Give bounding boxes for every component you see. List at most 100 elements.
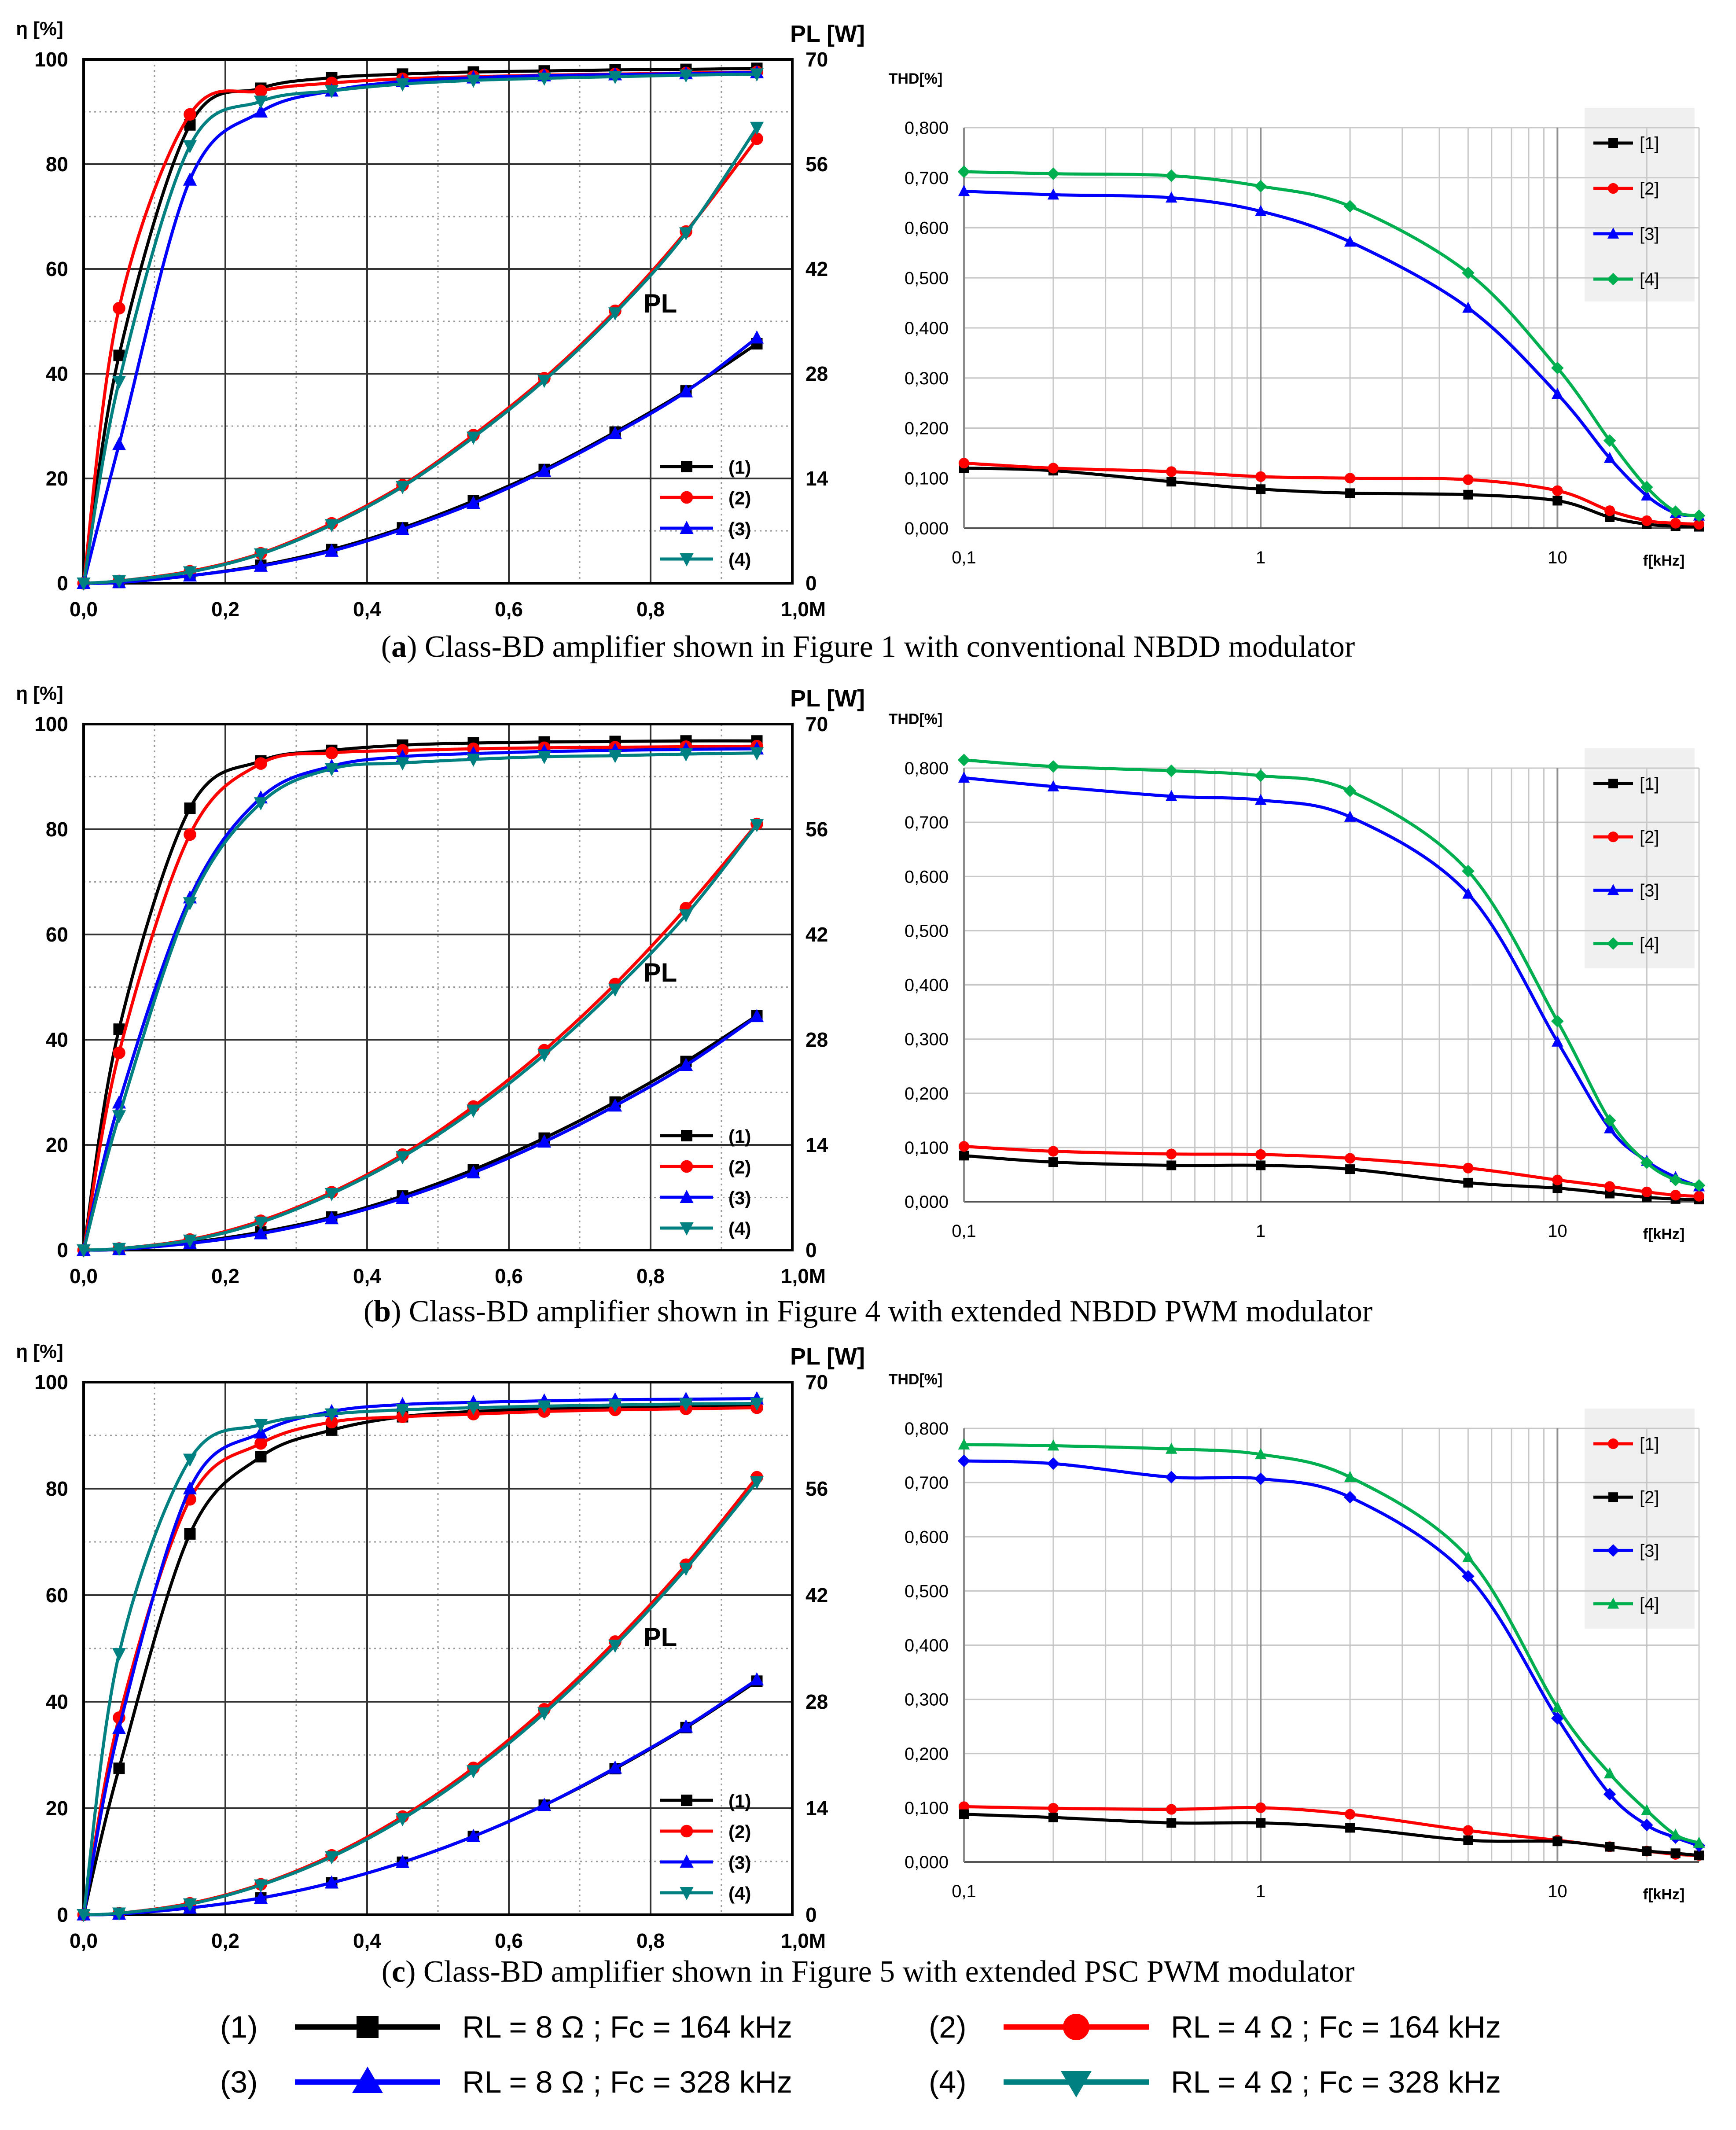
data-point — [184, 108, 196, 121]
y2-tick-label: 70 — [805, 713, 828, 736]
data-point — [254, 797, 268, 811]
y-tick-label: 0,700 — [905, 169, 949, 188]
data-point — [1048, 463, 1059, 474]
data-point — [679, 69, 693, 83]
data-point — [750, 1672, 764, 1685]
data-point — [254, 559, 268, 572]
y-tick-label: 80 — [46, 1477, 68, 1500]
data-point — [959, 1151, 969, 1161]
data-point — [608, 1640, 622, 1653]
data-point — [1047, 760, 1060, 773]
y-tick-label: 0,200 — [905, 1744, 949, 1764]
data-point — [254, 104, 268, 118]
y-tick-label: 0,300 — [905, 1690, 949, 1710]
data-point — [958, 185, 970, 196]
y-tick-label: 0,500 — [905, 1582, 949, 1601]
data-point — [1345, 1164, 1355, 1174]
x-tick-label: 1 — [1256, 548, 1265, 567]
data-point — [1607, 1438, 1619, 1449]
data-point — [1552, 1174, 1563, 1185]
data-point — [1255, 471, 1266, 482]
y2-axis-label: PL [W] — [790, 1343, 865, 1370]
y-tick-label: 100 — [34, 1371, 68, 1394]
data-point — [1166, 1818, 1177, 1828]
series-line — [83, 1678, 758, 1917]
series-line — [82, 747, 757, 1251]
bottom-legend-3: (3) RL = 8 Ω ; Fc = 328 kHz — [220, 2065, 793, 2099]
series-line — [964, 170, 1699, 518]
legend-label: (4) — [728, 549, 751, 570]
y2-tick-label: 28 — [805, 1028, 828, 1051]
data-point — [1048, 1157, 1058, 1167]
y2-tick-label: 14 — [805, 1797, 828, 1820]
data-point — [324, 1851, 339, 1865]
data-point — [466, 74, 481, 88]
x-axis-label: f[kHz] — [1643, 552, 1685, 569]
data-point — [1254, 1472, 1267, 1485]
data-point — [750, 747, 764, 761]
y2-tick-label: 70 — [805, 48, 828, 71]
data-point — [958, 1438, 970, 1449]
data-point — [1166, 191, 1177, 203]
data-point — [1462, 887, 1474, 899]
y2-tick-label: 56 — [805, 153, 828, 176]
data-point — [183, 897, 197, 911]
data-point — [537, 1134, 552, 1148]
data-point — [255, 1451, 267, 1463]
data-point — [1344, 810, 1356, 822]
data-point — [1254, 205, 1267, 216]
data-point — [1640, 1156, 1653, 1169]
data-point — [184, 802, 196, 814]
y-tick-label: 0,800 — [905, 118, 949, 138]
data-point — [1608, 138, 1618, 148]
x-tick-label: 0,8 — [636, 598, 665, 621]
series-line — [83, 823, 758, 1252]
x-tick-label: 0,2 — [211, 1265, 239, 1288]
data-point — [1254, 794, 1267, 805]
y-tick-label: 100 — [34, 48, 68, 71]
data-point — [1166, 466, 1177, 477]
y-axis-label: η [%] — [16, 1341, 63, 1362]
legend-label: (2) — [728, 1157, 751, 1177]
data-point — [1463, 1835, 1473, 1845]
data-point — [1256, 484, 1266, 494]
data-point — [112, 1907, 126, 1921]
data-point — [608, 307, 622, 321]
data-point — [112, 1243, 126, 1256]
data-point — [254, 1891, 268, 1904]
y2-tick-label: 28 — [805, 1690, 828, 1713]
data-point — [395, 1813, 410, 1827]
data-point — [537, 375, 552, 388]
legend-label: [4] — [1640, 1595, 1659, 1614]
data-point — [324, 1211, 339, 1225]
y-tick-label: 40 — [46, 1690, 68, 1713]
thd-chart-a-right: 0,000 0,100 0,200 0,300 0,400 0,500 0,600 0,700… — [889, 70, 1706, 569]
y2-tick-label: 0 — [805, 1239, 817, 1262]
data-point — [1670, 1828, 1681, 1840]
data-point — [608, 71, 622, 85]
legend-label: (3) — [728, 1188, 751, 1208]
x-tick-label: 0,1 — [952, 1882, 976, 1901]
data-point — [680, 553, 694, 567]
data-point — [1552, 387, 1563, 399]
x-tick-label: 10 — [1548, 1882, 1567, 1901]
data-point — [608, 426, 622, 439]
y2-tick-label: 0 — [805, 1903, 817, 1926]
y-tick-label: 0,700 — [905, 813, 949, 832]
legend-label: [4] — [1640, 270, 1659, 289]
data-point — [1166, 1160, 1177, 1170]
data-point — [112, 375, 126, 389]
data-point — [1669, 505, 1682, 518]
bottom-legend-4: (4) RL = 4 Ω ; Fc = 328 kHz — [929, 2065, 1501, 2099]
y-tick-label: 0,800 — [905, 759, 949, 778]
data-point — [1345, 488, 1355, 498]
series-line — [964, 1813, 1699, 1857]
y2-tick-label: 70 — [805, 1371, 828, 1394]
data-point — [1166, 477, 1177, 487]
x-tick-label: 10 — [1548, 548, 1567, 567]
data-point — [1608, 1492, 1618, 1502]
series-line — [83, 824, 758, 1252]
y2-axis-label: PL [W] — [790, 21, 865, 47]
x-tick-label: 0,1 — [952, 548, 976, 567]
data-point — [466, 754, 481, 767]
